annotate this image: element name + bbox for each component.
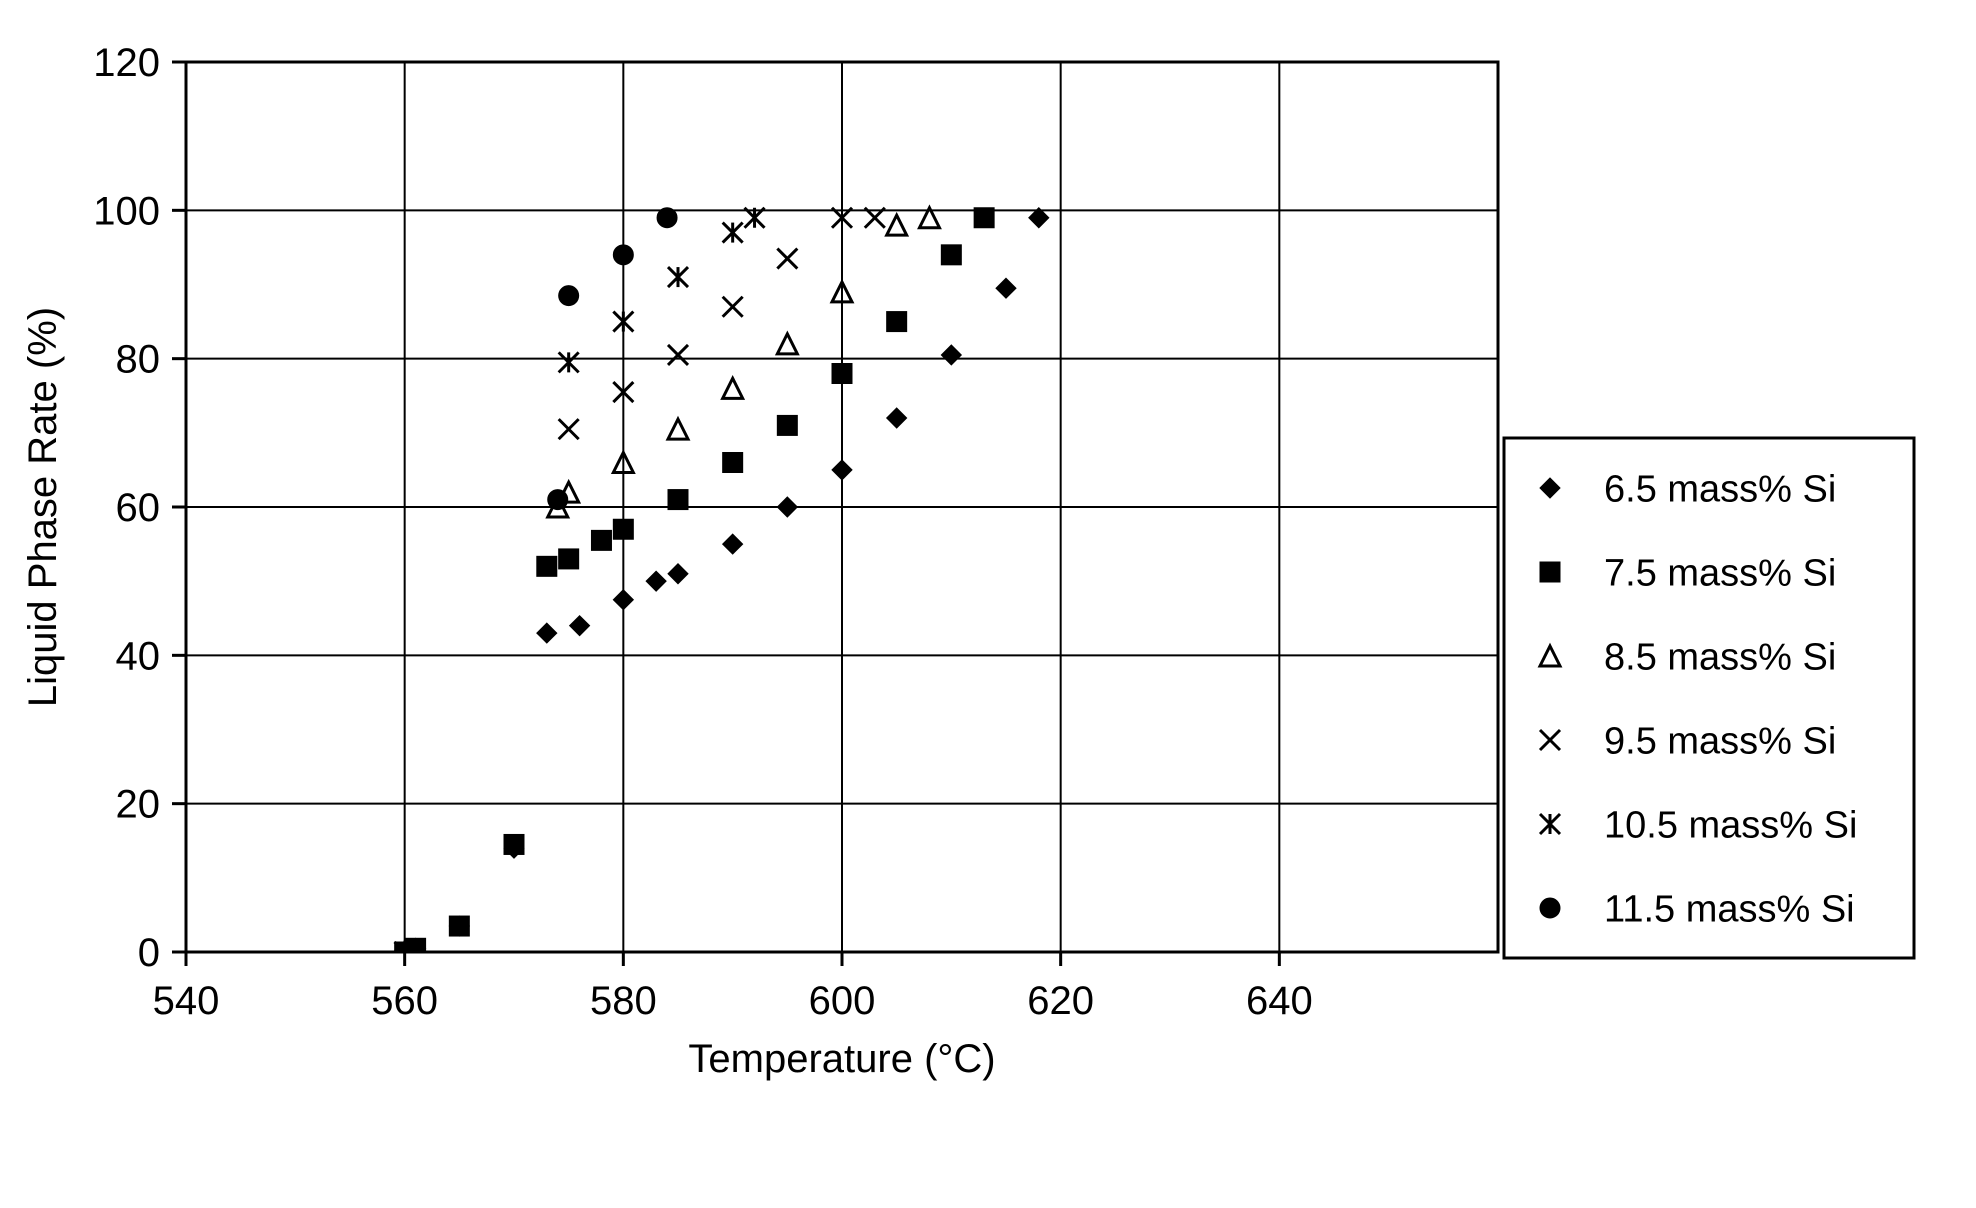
legend-label: 6.5 mass% Si [1604,468,1836,510]
chart-svg: 540 560 580 600 620 640 0 20 40 60 80 100 120 Tempera… [0,0,1976,1208]
marker-square-filled [449,916,469,936]
y-tick-label: 0 [138,931,160,975]
marker-square-filled [668,490,688,510]
y-axis-title: Liquid Phase Rate (%) [21,307,65,707]
marker-square-filled [723,453,743,473]
y-tick-label: 120 [93,41,160,85]
x-tick-label: 560 [371,979,438,1023]
marker-square-filled [777,415,797,435]
marker-square-filled [559,549,579,569]
legend-label: 10.5 mass% Si [1604,804,1857,846]
legend-label: 11.5 mass% Si [1604,888,1855,930]
marker-square-filled [504,834,524,854]
y-tick-label: 20 [116,783,161,827]
marker-square-filled [591,530,611,550]
legend-label: 9.5 mass% Si [1604,720,1836,762]
x-tick-label: 600 [809,979,876,1023]
y-tick-label: 40 [116,634,161,678]
scatter-chart: 540 560 580 600 620 640 0 20 40 60 80 100 120 Tempera… [0,0,1976,1208]
marker-square-filled [1540,562,1560,582]
marker-circle-filled [559,286,579,306]
marker-circle-filled [613,245,633,265]
x-tick-label: 580 [590,979,657,1023]
y-tick-label: 80 [116,338,161,382]
legend-label: 7.5 mass% Si [1604,552,1836,594]
marker-square-filled [613,519,633,539]
marker-square-filled [974,208,994,228]
y-tick-label: 100 [93,189,160,233]
x-tick-label: 640 [1246,979,1313,1023]
x-tick-label: 620 [1027,979,1094,1023]
y-tick-label: 60 [116,486,161,530]
legend: 6.5 mass% Si 7.5 mass% Si 8.5 mass% Si 9.5 … [1504,438,1914,958]
marker-square-filled [887,312,907,332]
marker-circle-filled [548,490,568,510]
x-tick-label: 540 [153,979,220,1023]
marker-circle-filled [657,208,677,228]
marker-square-filled [832,364,852,384]
x-axis-title: Temperature (°C) [688,1037,995,1081]
marker-circle-filled [1540,898,1560,918]
marker-square-filled [941,245,961,265]
marker-square-filled [537,556,557,576]
legend-label: 8.5 mass% Si [1604,636,1836,678]
